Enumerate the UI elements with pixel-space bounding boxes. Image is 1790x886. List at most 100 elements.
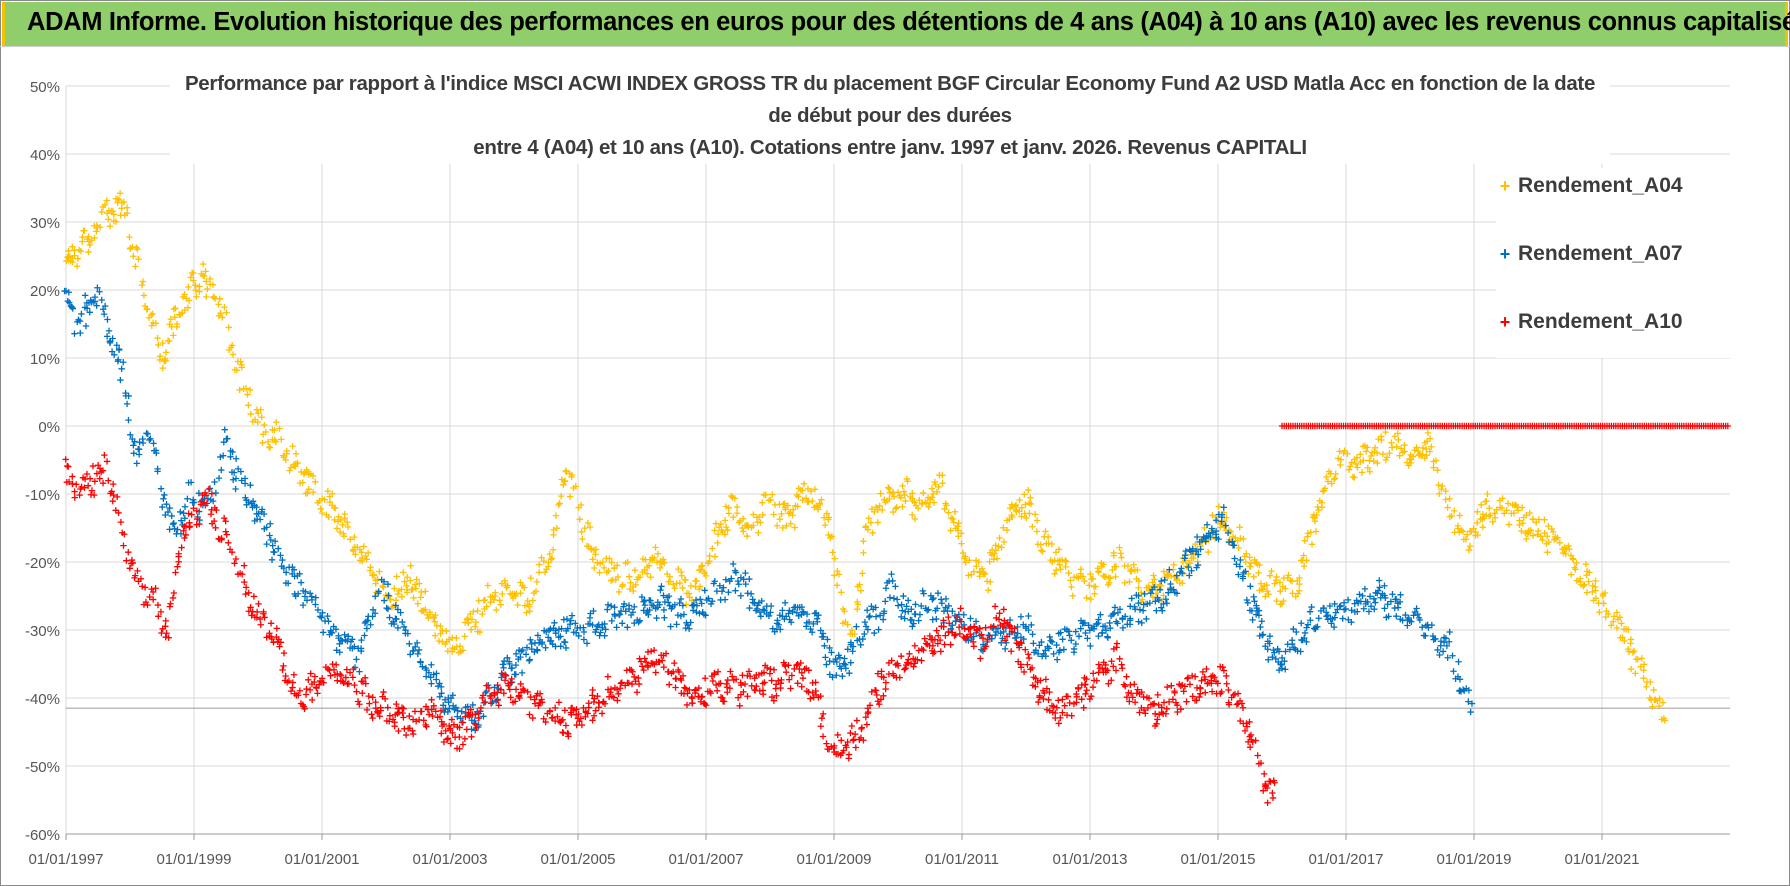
data-point bbox=[1075, 633, 1083, 640]
data-point bbox=[499, 590, 506, 598]
data-point bbox=[1231, 555, 1238, 562]
data-point bbox=[392, 602, 399, 609]
data-point bbox=[1524, 530, 1532, 538]
data-point bbox=[271, 538, 279, 545]
data-point bbox=[295, 692, 302, 699]
data-point bbox=[1090, 670, 1097, 677]
data-point bbox=[1194, 561, 1202, 569]
data-point bbox=[759, 606, 767, 613]
data-point bbox=[459, 741, 467, 748]
data-point bbox=[230, 469, 238, 476]
data-point bbox=[789, 512, 796, 519]
data-point bbox=[116, 190, 124, 197]
data-point bbox=[698, 600, 705, 607]
data-point bbox=[1171, 687, 1178, 695]
data-point bbox=[159, 364, 166, 372]
data-point bbox=[93, 228, 100, 235]
data-point bbox=[1154, 594, 1161, 601]
data-point bbox=[178, 544, 185, 551]
data-point bbox=[519, 685, 527, 693]
data-point bbox=[1181, 683, 1189, 690]
data-point bbox=[604, 601, 612, 609]
data-point bbox=[393, 573, 400, 580]
data-point bbox=[1328, 620, 1335, 627]
data-point bbox=[1516, 521, 1523, 529]
data-point bbox=[1529, 532, 1537, 539]
data-point bbox=[1372, 599, 1379, 606]
data-point bbox=[800, 609, 807, 616]
data-point bbox=[1083, 594, 1090, 602]
data-point bbox=[1518, 504, 1526, 511]
data-point bbox=[949, 515, 956, 522]
data-point bbox=[933, 615, 940, 623]
data-point bbox=[1243, 723, 1251, 730]
data-point bbox=[71, 330, 78, 337]
data-point bbox=[1152, 598, 1159, 605]
data-point bbox=[220, 438, 228, 446]
data-point bbox=[1523, 512, 1530, 519]
data-point bbox=[925, 606, 932, 613]
data-point bbox=[910, 663, 917, 670]
data-point bbox=[148, 311, 155, 319]
data-point bbox=[740, 688, 747, 696]
data-point bbox=[813, 615, 821, 623]
data-point bbox=[108, 488, 115, 495]
data-point bbox=[114, 358, 122, 365]
data-point bbox=[865, 515, 872, 522]
data-point bbox=[746, 673, 754, 680]
data-point bbox=[859, 570, 866, 577]
data-point bbox=[615, 588, 623, 596]
data-point bbox=[1234, 690, 1242, 697]
data-point bbox=[1396, 598, 1404, 606]
data-point bbox=[1151, 710, 1159, 718]
data-point bbox=[565, 733, 572, 740]
data-point bbox=[1392, 596, 1400, 603]
data-point bbox=[324, 612, 331, 620]
data-point bbox=[1344, 596, 1352, 604]
data-point bbox=[472, 623, 479, 630]
data-point bbox=[1365, 608, 1373, 615]
data-point bbox=[1033, 517, 1041, 524]
data-point bbox=[987, 578, 994, 586]
data-point bbox=[554, 713, 561, 720]
data-point bbox=[836, 654, 844, 661]
data-point bbox=[923, 500, 931, 507]
data-point bbox=[1640, 661, 1648, 668]
data-point bbox=[1397, 445, 1405, 452]
data-point bbox=[465, 619, 472, 626]
data-point bbox=[91, 234, 98, 242]
data-point bbox=[1135, 599, 1142, 607]
data-point bbox=[1000, 620, 1008, 627]
data-point bbox=[169, 594, 177, 602]
data-point bbox=[860, 537, 867, 545]
data-point bbox=[344, 523, 352, 531]
data-point bbox=[89, 462, 97, 470]
data-point bbox=[140, 292, 148, 299]
data-point bbox=[1052, 566, 1060, 574]
data-point bbox=[1112, 563, 1120, 570]
data-point bbox=[444, 708, 452, 716]
data-point bbox=[592, 626, 600, 633]
data-point bbox=[946, 620, 953, 627]
data-point bbox=[1468, 700, 1476, 707]
data-point bbox=[110, 491, 117, 499]
data-point bbox=[342, 636, 349, 644]
data-point bbox=[880, 608, 888, 615]
data-point bbox=[81, 292, 89, 299]
data-point bbox=[978, 565, 986, 572]
data-point bbox=[1252, 737, 1259, 744]
data-point bbox=[1161, 576, 1168, 584]
data-point bbox=[1299, 637, 1306, 644]
data-point bbox=[616, 685, 624, 692]
data-point bbox=[1159, 607, 1166, 614]
data-point bbox=[1112, 573, 1119, 581]
data-point bbox=[223, 531, 230, 538]
data-point bbox=[639, 663, 646, 670]
data-point bbox=[732, 587, 739, 594]
data-point bbox=[1294, 590, 1302, 597]
data-point bbox=[433, 670, 440, 677]
data-point bbox=[906, 650, 913, 658]
data-point bbox=[1057, 565, 1064, 573]
data-point bbox=[318, 614, 325, 621]
data-point bbox=[154, 465, 161, 473]
